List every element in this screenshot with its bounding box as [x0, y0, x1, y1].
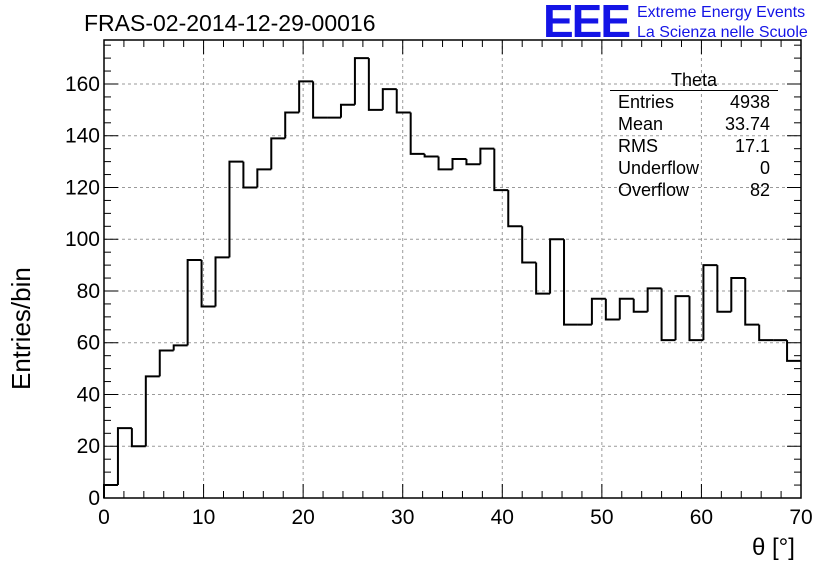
- x-tick-label: 20: [291, 506, 314, 529]
- eee-logo: EEE: [543, 0, 631, 47]
- histogram-bin: [563, 239, 578, 326]
- histogram-bin: [465, 159, 481, 166]
- x-tick-label: 70: [789, 506, 812, 529]
- histogram-bin: [242, 161, 258, 189]
- logo-text-line1: Extreme Energy Events: [637, 4, 806, 21]
- y-tick-label: 40: [77, 383, 100, 406]
- histogram-bin: [744, 278, 760, 326]
- y-tick-label: 60: [77, 332, 100, 355]
- histogram-bin: [535, 262, 551, 295]
- stats-label: Entries: [618, 92, 675, 112]
- histogram-bin: [758, 324, 774, 342]
- histogram-bin: [158, 349, 174, 377]
- stats-label: Mean: [618, 114, 664, 134]
- y-tick-label: 80: [77, 280, 100, 303]
- x-tick-label: 50: [590, 506, 613, 529]
- histogram-bin: [367, 58, 383, 111]
- histogram-bin: [339, 103, 355, 118]
- stats-title: Theta: [610, 70, 778, 91]
- stats-row-overflow: Overflow 82: [610, 179, 778, 201]
- y-tick-label: 0: [88, 487, 100, 510]
- histogram-bin: [172, 344, 188, 351]
- stats-row-rms: RMS 17.1: [610, 135, 778, 157]
- chart-title: FRAS-02-2014-12-29-00016: [84, 10, 376, 36]
- stats-label: Overflow: [618, 180, 690, 200]
- histogram-bin: [702, 264, 718, 341]
- y-tick-label: 120: [65, 176, 100, 199]
- x-tick-label: 40: [491, 506, 514, 529]
- histogram-bin: [270, 137, 286, 170]
- histogram-bin: [590, 297, 606, 325]
- y-tick-label: 100: [65, 228, 100, 251]
- plot-frame: [103, 39, 802, 499]
- histogram-bin: [507, 190, 523, 228]
- stats-value: 33.74: [724, 114, 770, 134]
- histogram-bin: [395, 89, 411, 114]
- histogram-bin: [549, 238, 565, 294]
- histogram-bin: [409, 112, 425, 155]
- histogram-bin: [451, 158, 467, 170]
- stats-value: 82: [749, 180, 770, 200]
- histogram-bin: [130, 428, 146, 448]
- stats-value: 4938: [729, 92, 770, 112]
- x-tick-label: 60: [690, 506, 713, 529]
- y-tick-label: 160: [65, 73, 100, 96]
- stats-row-mean: Mean 33.74: [610, 113, 778, 135]
- histogram-bin: [116, 427, 132, 486]
- histogram-bin: [716, 265, 732, 313]
- histogram-bin: [786, 340, 801, 362]
- histogram-bin: [493, 148, 509, 192]
- histogram-bin: [618, 297, 634, 320]
- histogram-bin: [437, 156, 453, 171]
- histogram-bin: [730, 277, 746, 312]
- histogram-bin: [284, 111, 300, 139]
- y-axis-label: Entries/bin: [6, 267, 36, 390]
- histogram-bin: [200, 259, 216, 308]
- stats-row-underflow: Underflow 0: [610, 157, 778, 179]
- histogram-bin: [186, 258, 202, 346]
- x-axis-label: θ [°]: [752, 534, 795, 561]
- stats-value: 0: [759, 158, 770, 178]
- stats-label: Underflow: [618, 158, 700, 178]
- histogram-bin: [660, 288, 676, 342]
- histogram-bin: [298, 80, 314, 113]
- x-tick-label: 10: [192, 506, 215, 529]
- histogram-bin: [228, 160, 244, 258]
- histogram-bin: [103, 484, 118, 498]
- histogram-bin: [256, 168, 272, 188]
- stats-label: RMS: [618, 136, 658, 156]
- y-tick-label: 20: [77, 435, 100, 458]
- histogram-bin: [646, 287, 662, 312]
- x-tick-label: 30: [391, 506, 414, 529]
- histogram-bin: [423, 153, 439, 158]
- histogram-bin: [312, 81, 328, 119]
- stats-box: Theta Entries 4938 Mean 33.74 RMS 17.1 U…: [610, 70, 778, 201]
- histogram-bin: [353, 57, 369, 105]
- histogram-bin: [632, 298, 648, 313]
- histogram-bin: [479, 147, 495, 165]
- histogram-bin: [688, 296, 704, 342]
- histogram-bin: [214, 256, 230, 307]
- stats-value: 17.1: [734, 136, 770, 156]
- y-tick-label: 140: [65, 125, 100, 148]
- stats-row-entries: Entries 4938: [610, 91, 778, 113]
- histogram-bin: [381, 88, 397, 110]
- histogram-bin: [521, 226, 537, 264]
- histogram-bin: [144, 375, 160, 447]
- histogram-bin: [604, 298, 620, 321]
- x-tick-label: 0: [98, 506, 110, 529]
- logo-text-line2: La Scienza nelle Scuole: [637, 24, 808, 41]
- histogram-bin: [674, 295, 690, 341]
